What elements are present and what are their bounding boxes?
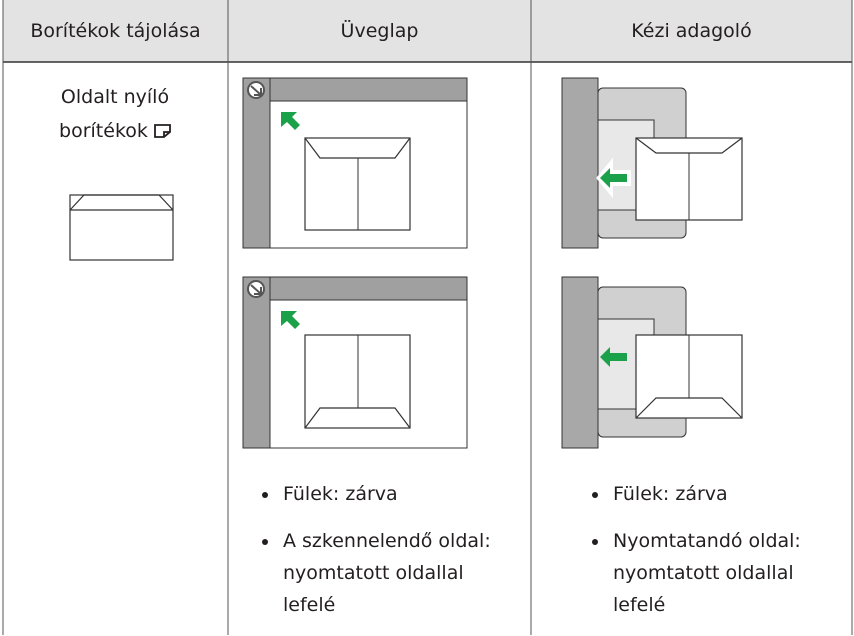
note: Fülek: zárva: [592, 478, 828, 510]
glass-illustration-1: [242, 77, 468, 249]
note: Nyomtatandó oldal: nyomtatott oldallal l…: [592, 525, 828, 621]
orientation-cell: Oldalt nyíló borítékok: [20, 80, 210, 148]
bypass-illustration-2: [561, 276, 743, 449]
header-cell: Kézi adagoló: [631, 20, 752, 42]
envelope-icon: [154, 124, 171, 138]
envelope-illustration: [69, 194, 174, 261]
header-background: [3, 0, 852, 62]
header-cell: Üveglap: [340, 20, 419, 42]
note: A szkennelendő oldal: nyomtatott oldalla…: [262, 525, 498, 621]
bypass-notes: Fülek: zárva Nyomtatandó oldal: nyomtato…: [588, 478, 828, 636]
glass-illustration-2: [242, 276, 468, 449]
glass-notes: Fülek: zárva A szkennelendő oldal: nyomt…: [258, 478, 498, 636]
header-cell: Borítékok tájolása: [30, 20, 201, 42]
note: Fülek: zárva: [262, 478, 498, 510]
bypass-illustration-1: [561, 77, 743, 249]
orientation-text: Oldalt nyíló borítékok: [59, 86, 170, 142]
